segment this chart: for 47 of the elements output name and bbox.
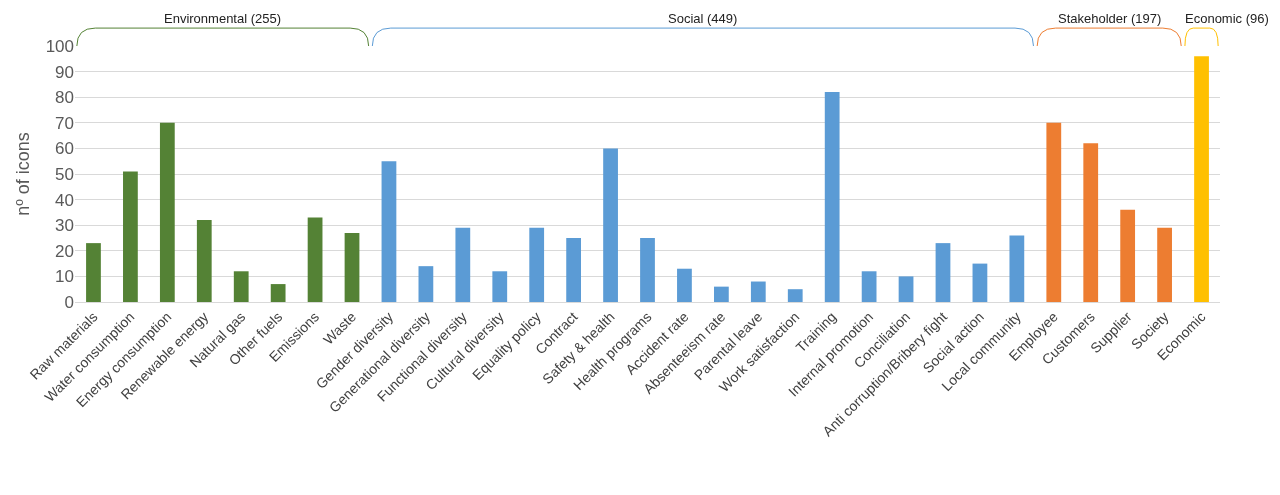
bar [381,161,397,302]
bar [233,271,249,302]
y-tick-label: 50 [55,164,74,184]
y-tick-label: 90 [55,62,74,82]
bar [1120,209,1136,302]
bar [1157,227,1172,302]
bar [1194,56,1209,302]
y-tick-label: 0 [64,292,74,312]
bar [640,238,655,302]
y-tick-label: 60 [55,139,74,159]
bar [713,286,729,302]
bar [1083,143,1099,302]
bar [529,227,545,302]
y-tick-label: 40 [55,190,74,210]
text: Environmental (255) [164,11,282,26]
bar [566,238,582,302]
bar [935,243,951,302]
y-axis-title: nº of icons [13,132,33,216]
text: Stakeholder (197) [1058,11,1162,26]
bar [418,266,434,302]
bar [787,289,803,302]
bar [492,271,508,302]
bar [455,227,471,302]
bar [123,171,138,302]
y-tick-label: 100 [45,36,74,56]
bar [972,263,988,302]
y-tick-label: 80 [55,88,74,108]
bar [898,276,914,302]
bar [750,281,766,302]
y-tick-label: 20 [55,241,74,261]
bar [1046,122,1062,302]
bar [159,122,175,302]
bar [344,232,360,302]
bar [677,268,692,302]
y-tick-label: 70 [55,113,74,133]
bar [196,220,212,302]
y-tick-label: 30 [55,216,74,236]
text: Economic (96) [1185,11,1269,26]
bar [861,271,877,302]
bar [270,284,286,302]
bar [1009,235,1025,302]
bar [603,148,618,302]
bar [307,217,323,302]
y-tick-label: 10 [55,267,74,287]
bar [824,92,840,302]
bar [86,243,101,302]
text: Social (449) [668,11,738,26]
